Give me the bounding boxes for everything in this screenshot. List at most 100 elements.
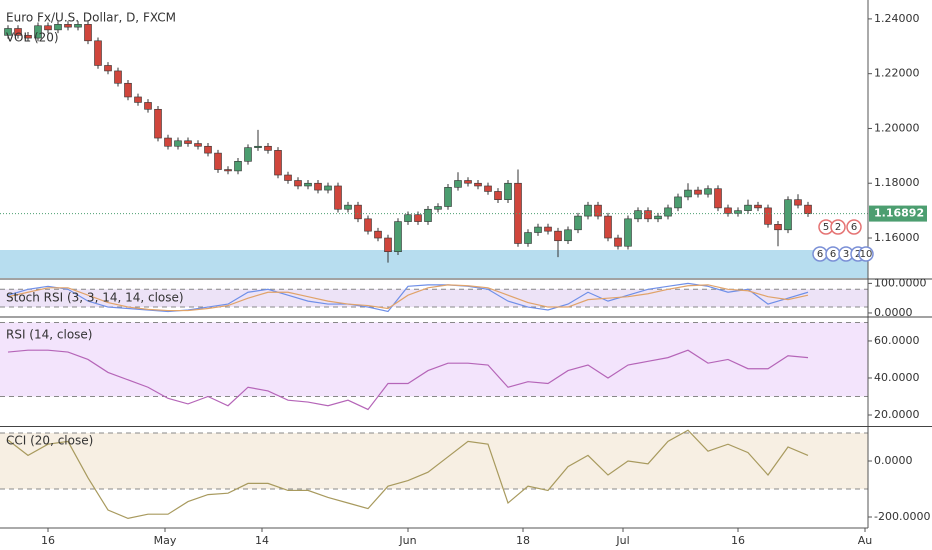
candle-body [4, 28, 12, 36]
x-tick-label: Jun [398, 534, 416, 547]
event-count: 5 [823, 222, 829, 233]
candle-body [724, 207, 732, 214]
candle-body [344, 204, 352, 210]
candle-body [374, 230, 382, 239]
candle-body [204, 145, 212, 154]
x-tick-label: 16 [731, 534, 745, 547]
candle-body [794, 199, 802, 206]
candle-body [254, 145, 262, 148]
candle-body [434, 206, 442, 210]
x-tick-label: Jul [615, 534, 629, 547]
y-tick-label: 60.0000 [874, 334, 920, 347]
candle-body [704, 188, 712, 195]
candle-body [544, 226, 552, 232]
indicator-band [0, 433, 868, 490]
event-count: 2 [835, 222, 841, 233]
y-tick-label: 1.20000 [874, 121, 920, 134]
candle-body [784, 199, 792, 231]
candle-body [494, 191, 502, 200]
candle-body [674, 196, 682, 209]
candle-body [14, 28, 22, 36]
candle-body [604, 215, 612, 239]
x-tick-label: 14 [255, 534, 269, 547]
y-tick-label: 0.0000 [874, 454, 913, 467]
x-tick-label: 18 [516, 534, 530, 547]
candle-body [34, 25, 42, 39]
volume-label: VOL (20) [6, 31, 59, 45]
candle-body [754, 204, 762, 209]
event-icon [858, 246, 874, 262]
candle-body [224, 169, 232, 172]
candle-body [464, 180, 472, 184]
candle-body [174, 140, 182, 147]
candle-body [124, 82, 132, 98]
candle-body [714, 188, 722, 209]
candle-body [264, 145, 272, 151]
last-price-tag [869, 205, 927, 222]
candle-body [384, 237, 392, 253]
candle-body [74, 24, 82, 28]
candle-body [364, 218, 372, 232]
candle-body [44, 25, 52, 31]
candle-body [584, 204, 592, 217]
candle-body [614, 237, 622, 247]
candle-body [354, 204, 362, 220]
candle-body [154, 108, 162, 139]
x-tick-label: 16 [41, 534, 55, 547]
event-icon [830, 219, 846, 235]
candle-body [94, 40, 102, 66]
candle-body [594, 204, 602, 217]
event-count: 6 [830, 249, 836, 260]
indicator-band [0, 322, 868, 397]
chart-title: Euro Fx/U.S. Dollar, D, FXCM [6, 11, 176, 25]
indicator-title: CCI (20, close) [6, 434, 93, 448]
pane-backgrounds [0, 288, 868, 490]
indicator-band [0, 289, 868, 308]
event-count: 10 [860, 249, 873, 260]
candle-body [314, 182, 322, 191]
candle-body [514, 182, 522, 244]
x-tick-label: May [154, 534, 177, 547]
candle-body [764, 207, 772, 225]
candle-body [334, 185, 342, 210]
candle-body [504, 182, 512, 200]
candle-body [144, 102, 152, 110]
candle-body [404, 214, 412, 222]
marks [0, 21, 868, 520]
candle-body [734, 210, 742, 214]
indicator-line [7, 284, 809, 312]
candle-body [524, 232, 532, 244]
candle-body [474, 182, 482, 187]
candle-body [274, 150, 282, 176]
y-tick-label: 0.0000 [874, 306, 913, 319]
candle-body [54, 24, 62, 31]
candle-body [624, 218, 632, 247]
candle-body [644, 210, 652, 220]
candle-body [244, 147, 252, 162]
candle-body [454, 180, 462, 188]
candle-body [554, 230, 562, 242]
candle-body [304, 182, 312, 187]
candle-body [574, 215, 582, 231]
candle-body [24, 35, 32, 39]
y-tick-label: 100.0000 [874, 276, 927, 289]
y-tick-label: 20.0000 [874, 408, 920, 421]
candle-body [424, 208, 432, 222]
candle-body [774, 224, 782, 231]
candle-body [664, 207, 672, 217]
candle-body [194, 143, 202, 147]
candle-body [184, 140, 192, 144]
candle-body [214, 152, 222, 170]
candle-body [114, 70, 122, 84]
candle-body [534, 226, 542, 233]
event-count: 6 [851, 222, 857, 233]
candle-body [654, 215, 662, 220]
candle-body [324, 185, 332, 191]
indicator-title: RSI (14, close) [6, 328, 92, 342]
candle-body [284, 174, 292, 181]
candle-body [414, 214, 422, 222]
candle-body [294, 180, 302, 187]
candle-body [634, 210, 642, 220]
y-tick-label: 40.0000 [874, 371, 920, 384]
